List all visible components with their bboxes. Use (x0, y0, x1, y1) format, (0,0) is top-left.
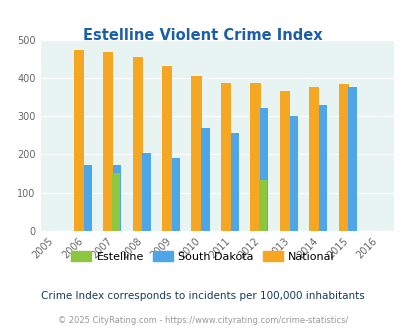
Text: © 2025 CityRating.com - https://www.cityrating.com/crime-statistics/: © 2025 CityRating.com - https://www.city… (58, 316, 347, 325)
Bar (338, 84, 348, 231)
Bar (132, 57, 143, 231)
Text: Estelline Violent Crime Index: Estelline Violent Crime Index (83, 28, 322, 43)
Bar (142, 152, 150, 231)
Bar (309, 87, 319, 231)
Bar (258, 180, 266, 231)
Bar (162, 66, 172, 231)
Bar (260, 108, 268, 231)
Bar (250, 83, 260, 231)
Legend: Estelline, South Dakota, National: Estelline, South Dakota, National (66, 247, 339, 267)
Bar (74, 50, 84, 231)
Bar (201, 128, 209, 231)
Bar (318, 106, 326, 231)
Bar (113, 165, 121, 231)
Bar (230, 133, 239, 231)
Bar (111, 173, 119, 231)
Bar (289, 116, 297, 231)
Bar (171, 158, 180, 231)
Bar (220, 83, 230, 231)
Bar (83, 165, 92, 231)
Text: Crime Index corresponds to incidents per 100,000 inhabitants: Crime Index corresponds to incidents per… (41, 291, 364, 301)
Bar (347, 87, 356, 231)
Bar (191, 76, 201, 231)
Bar (103, 52, 113, 231)
Bar (279, 90, 289, 231)
